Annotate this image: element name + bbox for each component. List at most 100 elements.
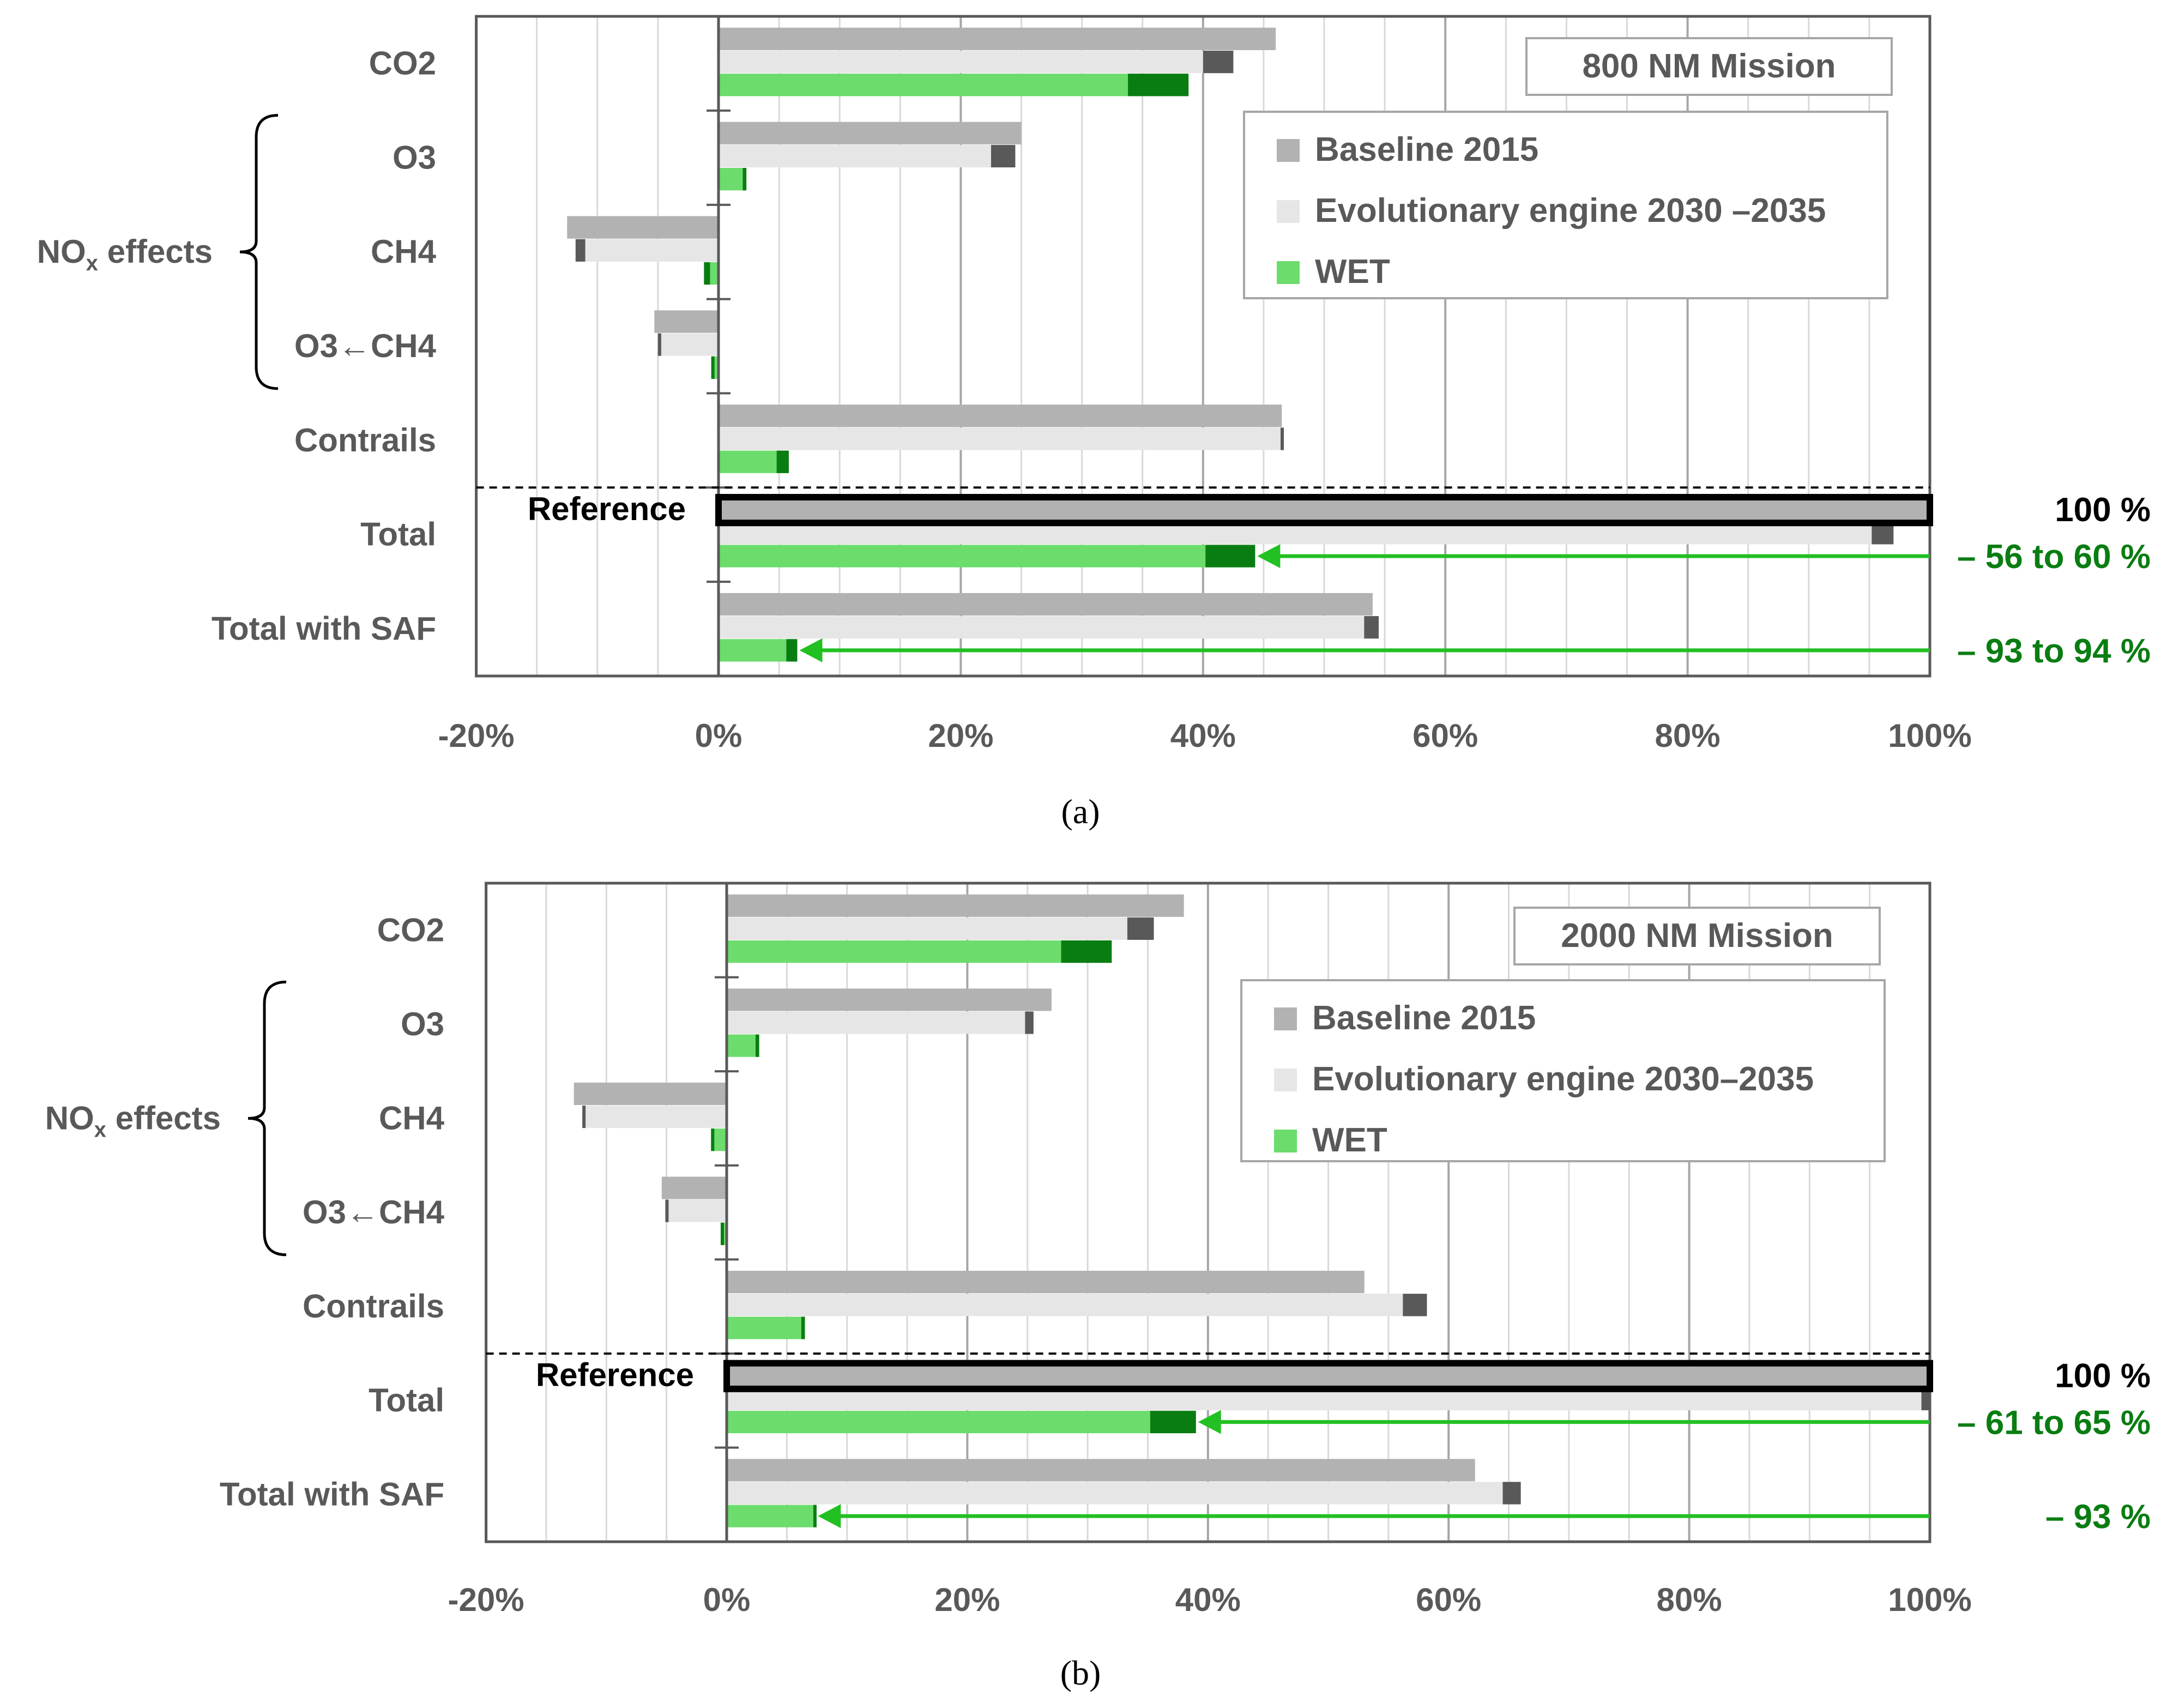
uncertainty-evolutionary bbox=[1281, 427, 1284, 450]
category-label: Contrails bbox=[303, 1288, 444, 1325]
uncertainty-evolutionary bbox=[1921, 1387, 1930, 1410]
category-label: Total with SAF bbox=[220, 1476, 444, 1513]
legend-swatch-evolutionary bbox=[1274, 1069, 1297, 1091]
legend-swatch-baseline bbox=[1277, 139, 1300, 162]
uncertainty-wet bbox=[720, 1222, 724, 1245]
uncertainty-evolutionary bbox=[1364, 616, 1379, 639]
bar-wet bbox=[727, 1410, 1196, 1433]
legend-label-baseline: Baseline 2015 bbox=[1312, 999, 1536, 1037]
curly-brace-icon bbox=[239, 114, 279, 390]
bar-evolutionary bbox=[719, 144, 1016, 168]
x-tick-label: 0% bbox=[703, 1582, 751, 1618]
x-tick-label: 60% bbox=[1413, 717, 1478, 754]
x-tick-label: 40% bbox=[1170, 717, 1236, 754]
uncertainty-wet bbox=[711, 1128, 715, 1151]
bar-evolutionary bbox=[719, 427, 1283, 450]
nox-label-subscript: x bbox=[86, 251, 98, 275]
legend-swatch-baseline bbox=[1274, 1007, 1297, 1030]
x-tick-label: 80% bbox=[1657, 1582, 1722, 1618]
bar-wet bbox=[727, 1505, 816, 1528]
plot-frame bbox=[485, 882, 1931, 1543]
uncertainty-evolutionary bbox=[657, 333, 661, 356]
uncertainty-wet bbox=[1128, 74, 1189, 96]
mission-title-box bbox=[1525, 37, 1893, 96]
legend-label-baseline: Baseline 2015 bbox=[1315, 131, 1538, 168]
mission-title: 2000 NM Mission bbox=[1561, 917, 1833, 955]
legend-swatch-wet bbox=[1274, 1130, 1297, 1152]
nox-label-tail: effects bbox=[98, 233, 213, 270]
uncertainty-wet bbox=[801, 1317, 805, 1339]
x-tick-label: 100% bbox=[1888, 1582, 1971, 1618]
x-tick-label: 20% bbox=[934, 1582, 1000, 1618]
nox-label-main: NO bbox=[45, 1100, 94, 1136]
bar-wet bbox=[719, 168, 747, 191]
category-label: O3←CH4 bbox=[303, 1194, 445, 1230]
bar-wet bbox=[719, 545, 1255, 568]
uncertainty-wet bbox=[786, 639, 798, 662]
uncertainty-evolutionary bbox=[1403, 1294, 1427, 1317]
bar-baseline bbox=[661, 1176, 727, 1199]
bar-wet bbox=[719, 639, 798, 662]
category-label: CH4 bbox=[379, 1100, 445, 1136]
uncertainty-evolutionary bbox=[991, 144, 1016, 168]
reference-box bbox=[723, 1360, 1933, 1392]
category-label: CO2 bbox=[377, 912, 444, 948]
bar-baseline bbox=[567, 216, 719, 239]
bar-evolutionary bbox=[727, 917, 1154, 940]
nox-label-main: NO bbox=[37, 233, 86, 270]
uncertainty-evolutionary bbox=[575, 239, 585, 262]
bar-wet bbox=[710, 262, 719, 285]
legend-box bbox=[1243, 111, 1888, 299]
plot-frame bbox=[475, 15, 1931, 678]
uncertainty-evolutionary bbox=[665, 1199, 669, 1222]
uncertainty-wet bbox=[755, 1034, 759, 1057]
bar-baseline bbox=[719, 27, 1276, 50]
bar-evolutionary bbox=[585, 239, 719, 262]
arrow-left-icon bbox=[799, 638, 823, 662]
category-label: CH4 bbox=[371, 233, 437, 270]
category-label: O3 bbox=[393, 139, 436, 176]
bar-evolutionary bbox=[727, 1294, 1427, 1317]
category-label: Total bbox=[369, 1382, 444, 1419]
panel-caption: (b) bbox=[1060, 1653, 1101, 1692]
bar-baseline bbox=[727, 1459, 1475, 1482]
chart-panel-a: CO2 O3 CH4 O3←CH4 Contrails Total Total with S… bbox=[37, 15, 2151, 831]
bar-evolutionary bbox=[727, 1482, 1521, 1505]
reduction-annotation: – 93 % bbox=[2045, 1498, 2151, 1536]
x-tick-label: 80% bbox=[1655, 717, 1721, 754]
uncertainty-wet bbox=[1205, 545, 1255, 568]
bar-wet bbox=[727, 1317, 805, 1339]
bar-evolutionary bbox=[719, 50, 1234, 74]
x-tick-label: 60% bbox=[1416, 1582, 1481, 1618]
bar-wet bbox=[727, 1034, 759, 1057]
arrow-left-icon bbox=[1257, 544, 1281, 569]
uncertainty-evolutionary bbox=[1502, 1482, 1521, 1505]
nox-effects-label: NOx effects bbox=[37, 233, 213, 275]
bar-baseline bbox=[727, 988, 1052, 1011]
nox-effects-label: NOx effects bbox=[45, 1100, 221, 1142]
legend-swatch-wet bbox=[1277, 261, 1300, 284]
reference-label: Reference bbox=[528, 491, 686, 527]
curly-brace-icon bbox=[248, 980, 287, 1257]
uncertainty-evolutionary bbox=[1025, 1011, 1034, 1034]
legend-label-wet: WET bbox=[1315, 253, 1390, 291]
category-label: CO2 bbox=[369, 45, 436, 81]
uncertainty-wet bbox=[743, 168, 747, 191]
bar-baseline bbox=[719, 405, 1282, 427]
bar-evolutionary bbox=[727, 1011, 1034, 1034]
legend-label-evolutionary: Evolutionary engine 2030 –2035 bbox=[1315, 192, 1826, 230]
uncertainty-wet bbox=[711, 356, 715, 379]
category-label: Contrails bbox=[294, 422, 436, 458]
bar-evolutionary bbox=[660, 333, 719, 356]
reduction-annotation: – 93 to 94 % bbox=[1957, 632, 2151, 670]
bar-evolutionary bbox=[719, 616, 1379, 639]
uncertainty-evolutionary bbox=[582, 1105, 586, 1128]
x-tick-label: 100% bbox=[1888, 717, 1971, 754]
uncertainty-wet bbox=[1061, 940, 1112, 963]
bar-baseline bbox=[719, 499, 1930, 522]
bar-evolutionary bbox=[584, 1105, 727, 1128]
mission-title-box bbox=[1513, 907, 1881, 965]
nox-label-subscript: x bbox=[94, 1118, 106, 1142]
